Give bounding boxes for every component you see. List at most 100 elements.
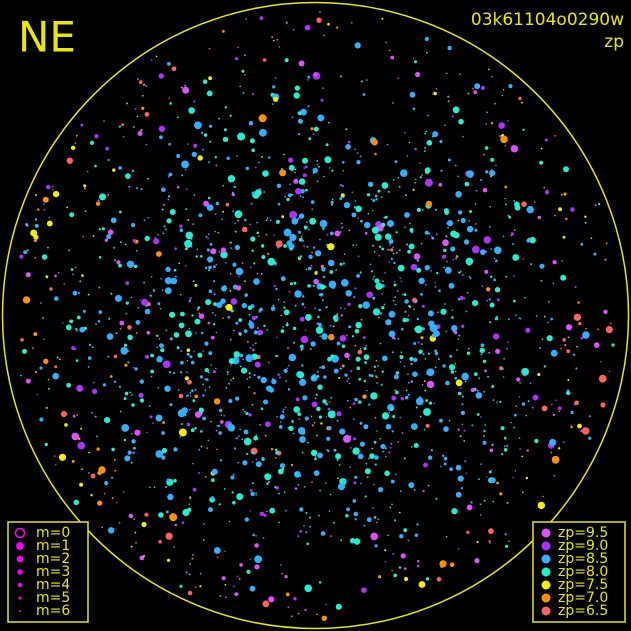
legend-symbol xyxy=(541,554,551,564)
star xyxy=(457,475,464,482)
star xyxy=(464,460,467,462)
star xyxy=(409,356,414,361)
star xyxy=(362,93,366,96)
star xyxy=(131,169,135,173)
star xyxy=(122,491,125,493)
star xyxy=(135,332,138,334)
star xyxy=(84,210,87,213)
star xyxy=(506,347,508,350)
star xyxy=(422,353,425,356)
star xyxy=(315,393,318,396)
star xyxy=(56,356,59,359)
star xyxy=(316,434,318,437)
star xyxy=(328,167,331,169)
star xyxy=(212,370,216,374)
star xyxy=(398,185,401,188)
star xyxy=(206,378,209,381)
star xyxy=(298,60,305,67)
star xyxy=(501,94,504,97)
star xyxy=(174,523,177,527)
star xyxy=(599,361,602,363)
star xyxy=(319,11,321,13)
star xyxy=(289,239,292,241)
star xyxy=(203,539,205,541)
star xyxy=(399,354,402,357)
star xyxy=(217,231,220,234)
star xyxy=(319,335,321,338)
star xyxy=(467,92,470,95)
star xyxy=(303,525,305,527)
star xyxy=(32,347,34,349)
star xyxy=(284,58,289,63)
star xyxy=(320,422,323,425)
star xyxy=(273,234,275,236)
star xyxy=(136,115,139,118)
star xyxy=(376,376,378,379)
star xyxy=(418,396,422,399)
star xyxy=(261,244,265,248)
star xyxy=(193,350,195,353)
star xyxy=(145,85,148,87)
star xyxy=(299,475,302,477)
star xyxy=(233,185,236,189)
star xyxy=(381,182,389,189)
star xyxy=(430,449,433,452)
star xyxy=(378,487,384,493)
star xyxy=(349,466,352,468)
star xyxy=(395,390,399,395)
star xyxy=(118,263,122,268)
star xyxy=(26,249,29,252)
star xyxy=(306,221,308,223)
star xyxy=(305,512,308,514)
star xyxy=(134,429,141,436)
star xyxy=(265,219,268,222)
star xyxy=(247,354,249,357)
star xyxy=(242,408,245,411)
star xyxy=(321,615,327,621)
star xyxy=(460,410,465,415)
star xyxy=(372,278,374,280)
star xyxy=(312,133,315,136)
star xyxy=(521,101,523,104)
star xyxy=(249,558,252,561)
star xyxy=(128,513,134,519)
star xyxy=(410,380,414,383)
star xyxy=(253,435,259,441)
star xyxy=(265,421,271,427)
star xyxy=(191,389,194,393)
star xyxy=(255,492,257,495)
star xyxy=(289,247,293,251)
star xyxy=(124,363,128,367)
star xyxy=(370,374,374,378)
star xyxy=(304,24,311,31)
star xyxy=(220,247,227,253)
star xyxy=(486,111,488,114)
star xyxy=(297,217,300,220)
star xyxy=(66,382,71,388)
star xyxy=(373,251,376,253)
star xyxy=(593,252,597,256)
star xyxy=(80,427,83,430)
star xyxy=(94,415,97,418)
star xyxy=(127,325,132,330)
star xyxy=(194,318,201,325)
star xyxy=(339,262,343,266)
star xyxy=(303,167,306,169)
star xyxy=(173,447,178,452)
star xyxy=(499,400,502,403)
star xyxy=(570,410,574,415)
star xyxy=(490,122,494,125)
star xyxy=(526,205,534,214)
star xyxy=(303,306,306,309)
star xyxy=(188,408,191,411)
star xyxy=(161,208,164,211)
star xyxy=(445,330,448,333)
star xyxy=(181,160,190,169)
star xyxy=(133,264,138,269)
star xyxy=(336,459,339,461)
star xyxy=(445,235,448,238)
star xyxy=(76,135,78,137)
star xyxy=(130,545,133,548)
star xyxy=(354,518,357,521)
star xyxy=(566,349,571,354)
